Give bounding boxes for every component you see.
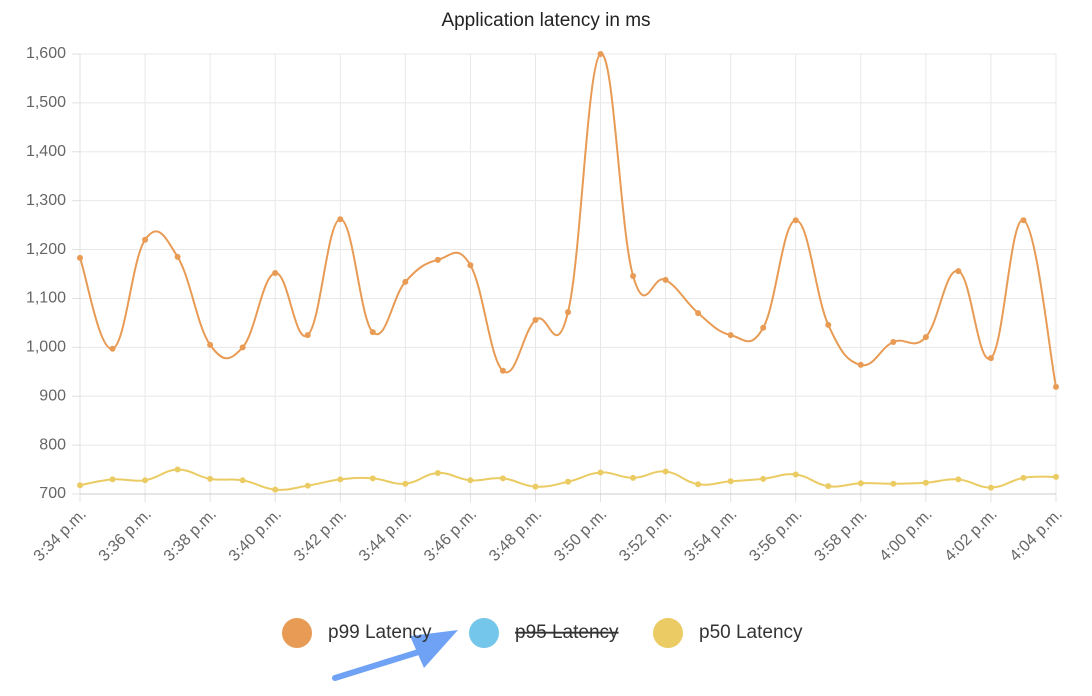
- chart-title: Application latency in ms: [441, 10, 650, 31]
- point: [402, 278, 409, 285]
- point: [890, 480, 897, 487]
- point: [239, 344, 246, 351]
- point: [239, 477, 246, 484]
- point: [987, 484, 994, 491]
- x-tick-label: 3:42 p.m.: [291, 506, 350, 565]
- point: [304, 482, 311, 489]
- x-tick-label: 4:02 p.m.: [942, 506, 1001, 565]
- point: [922, 334, 929, 341]
- point: [174, 253, 181, 260]
- point: [565, 478, 571, 485]
- point: [142, 236, 149, 243]
- point: [922, 479, 929, 486]
- point: [499, 475, 506, 482]
- point: [532, 483, 539, 490]
- point: [174, 466, 181, 473]
- point: [532, 316, 539, 323]
- x-tick-label: 3:56 p.m.: [746, 506, 805, 565]
- line: [79, 52, 1057, 388]
- legend-swatch: [653, 618, 683, 648]
- y-tick-label: 1,500: [26, 94, 66, 111]
- x-tick-label: 3:58 p.m.: [811, 506, 870, 565]
- point: [792, 217, 799, 224]
- point: [760, 475, 767, 482]
- point: [337, 216, 344, 223]
- x-tick-label: 4:00 p.m.: [876, 506, 935, 565]
- point: [825, 483, 832, 490]
- point: [727, 478, 734, 485]
- grid: [72, 53, 1057, 502]
- point: [630, 474, 637, 481]
- point: [825, 321, 832, 328]
- point: [565, 309, 571, 316]
- point: [337, 476, 344, 483]
- x-tick-label: 3:40 p.m.: [226, 506, 285, 565]
- point: [760, 324, 767, 331]
- point: [77, 254, 83, 261]
- annotation-arrow: [332, 630, 458, 681]
- point: [857, 361, 864, 368]
- point: [272, 270, 279, 277]
- x-tick-label: 3:34 p.m.: [31, 506, 90, 565]
- point: [662, 276, 669, 283]
- y-tick-label: 800: [39, 436, 66, 453]
- point: [955, 268, 962, 275]
- point: [1053, 473, 1059, 480]
- x-tick-label: 3:52 p.m.: [616, 506, 675, 565]
- point: [272, 486, 279, 493]
- y-tick-label: 1,400: [26, 143, 66, 160]
- point: [109, 345, 116, 352]
- legend-swatch: [282, 618, 312, 648]
- y-tick-label: 1,000: [26, 339, 66, 356]
- x-tick-label: 4:04 p.m.: [1007, 506, 1066, 565]
- point: [207, 475, 214, 482]
- x-tick-label: 3:38 p.m.: [161, 506, 220, 565]
- point: [434, 469, 441, 476]
- legend-label: p95 Latency: [515, 622, 619, 643]
- x-tick-label: 3:50 p.m.: [551, 506, 610, 565]
- x-tick-label: 3:48 p.m.: [486, 506, 545, 565]
- point: [304, 332, 311, 339]
- legend-label: p99 Latency: [328, 622, 432, 643]
- y-tick-label: 900: [39, 387, 66, 404]
- point: [369, 475, 376, 482]
- point: [467, 477, 474, 484]
- point: [467, 262, 474, 269]
- point: [77, 482, 83, 489]
- y-tick-label: 1,200: [26, 241, 66, 258]
- point: [142, 477, 149, 484]
- y-tick-label: 1,300: [26, 192, 66, 209]
- point: [792, 471, 799, 478]
- point: [727, 332, 734, 339]
- point: [890, 338, 897, 345]
- point: [597, 51, 604, 57]
- point: [662, 468, 669, 475]
- point: [1053, 383, 1059, 390]
- point: [1020, 217, 1027, 224]
- x-tick-label: 3:44 p.m.: [356, 506, 415, 565]
- point: [987, 355, 994, 362]
- point: [434, 256, 441, 263]
- point: [1020, 474, 1027, 481]
- point: [597, 469, 604, 476]
- x-tick-label: 3:54 p.m.: [681, 506, 740, 565]
- point: [499, 367, 506, 374]
- point: [630, 272, 637, 279]
- y-tick-label: 1,600: [26, 45, 66, 62]
- y-tick-label: 1,100: [26, 290, 66, 307]
- point: [207, 341, 214, 348]
- y-tick-label: 700: [39, 485, 66, 502]
- legend-label: p50 Latency: [699, 622, 803, 643]
- point: [857, 480, 864, 487]
- x-tick-label: 3:36 p.m.: [96, 506, 155, 565]
- point: [695, 481, 702, 488]
- legend-swatch: [469, 618, 499, 648]
- x-tick-label: 3:46 p.m.: [421, 506, 480, 565]
- point: [109, 476, 116, 483]
- point: [369, 329, 376, 336]
- point: [402, 480, 409, 487]
- point: [955, 476, 962, 483]
- point: [695, 310, 702, 317]
